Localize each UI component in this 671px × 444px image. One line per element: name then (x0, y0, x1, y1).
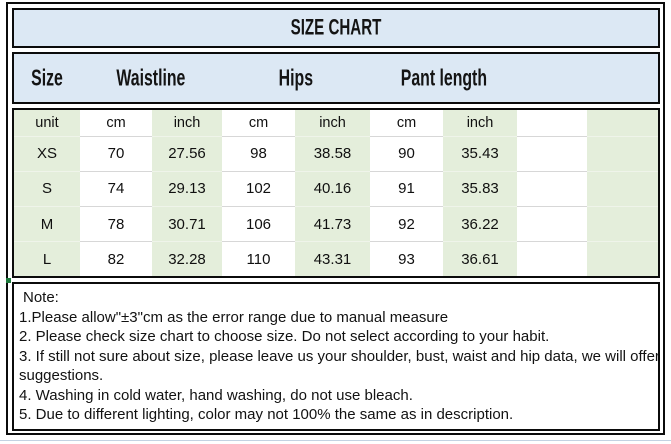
bottom-edge-divider (0, 440, 671, 441)
header-label-waistline: Waistline (116, 64, 186, 91)
waist-inch-cell: 32.28 (152, 241, 222, 276)
empty-cell (587, 170, 658, 207)
length-cm-cell: 92 (370, 205, 443, 242)
hips-cm-cell: 98 (222, 135, 295, 172)
length-inch-cell: 36.22 (443, 205, 517, 242)
measurements-table: unit cm inch cm inch cm inch XS 70 27.56… (14, 110, 658, 276)
note-line: 4. Washing in cold water, hand washing, … (19, 386, 413, 404)
selection-handle-artifact (6, 278, 11, 283)
unit-cell: cm (222, 110, 295, 136)
unit-cell: inch (152, 110, 222, 136)
hips-inch-cell: 40.16 (295, 170, 370, 207)
header-label-size: Size (31, 64, 63, 91)
length-inch-cell: 36.61 (443, 241, 517, 276)
column-group-header-panel: Size Waistline Hips Pant length (12, 52, 660, 104)
empty-cell (587, 135, 658, 172)
unit-cell: cm (370, 110, 443, 136)
header-cell-waistline: Waistline (80, 54, 222, 102)
empty-cell (517, 135, 587, 172)
unit-row: unit cm inch cm inch cm inch (14, 110, 658, 136)
size-chart-title-panel: SIZE CHART (12, 8, 660, 48)
hips-cm-cell: 106 (222, 205, 295, 242)
note-line: 1.Please allow"±3"cm as the error range … (19, 308, 449, 326)
empty-cell (587, 110, 658, 136)
length-inch-cell: 35.83 (443, 170, 517, 207)
unit-cell: inch (443, 110, 517, 136)
note-heading: Note: (23, 289, 59, 306)
empty-cell (587, 241, 658, 276)
header-label-pant-length: Pant length (400, 64, 487, 91)
waist-inch-cell: 29.13 (152, 170, 222, 207)
length-inch-cell: 35.43 (443, 135, 517, 172)
size-row-s: S 74 29.13 102 40.16 91 35.83 (14, 170, 658, 207)
note-line: 3. If still not sure about size, please … (19, 347, 660, 365)
empty-cell (517, 110, 587, 136)
size-row-l: L 82 32.28 110 43.31 93 36.61 (14, 241, 658, 276)
size-row-m: M 78 30.71 106 41.73 92 36.22 (14, 205, 658, 242)
chart-outer-frame (6, 2, 665, 435)
length-cm-cell: 91 (370, 170, 443, 207)
size-label-cell: M (14, 205, 80, 242)
hips-cm-cell: 110 (222, 241, 295, 276)
waist-cm-cell: 70 (80, 135, 152, 172)
note-line: 5. Due to different lighting, color may … (19, 406, 514, 423)
hips-inch-cell: 41.73 (295, 205, 370, 242)
length-cm-cell: 90 (370, 135, 443, 172)
size-chart-title: SIZE CHART (290, 15, 382, 40)
header-cell-empty (517, 54, 658, 102)
empty-cell (517, 205, 587, 242)
length-cm-cell: 93 (370, 241, 443, 276)
waist-cm-cell: 74 (80, 170, 152, 207)
empty-cell (517, 241, 587, 276)
hips-cm-cell: 102 (222, 170, 295, 207)
hips-inch-cell: 43.31 (295, 241, 370, 276)
column-group-header-table: Size Waistline Hips Pant length (14, 54, 658, 102)
waist-cm-cell: 82 (80, 241, 152, 276)
header-cell-pant-length: Pant length (370, 54, 517, 102)
size-row-xs: XS 70 27.56 98 38.58 90 35.43 (14, 135, 658, 172)
header-cell-hips: Hips (222, 54, 370, 102)
empty-cell (587, 205, 658, 242)
waist-cm-cell: 78 (80, 205, 152, 242)
unit-cell: cm (80, 110, 152, 136)
size-label-cell: S (14, 170, 80, 207)
unit-cell: inch (295, 110, 370, 136)
header-cell-size: Size (14, 54, 80, 102)
waist-inch-cell: 30.71 (152, 205, 222, 242)
header-label-hips: Hips (278, 64, 314, 91)
note-line: suggestions. (19, 367, 104, 384)
waist-inch-cell: 27.56 (152, 135, 222, 172)
size-label-cell: XS (14, 135, 80, 172)
note-line: 2. Please check size chart to choose siz… (19, 328, 550, 345)
header-row: Size Waistline Hips Pant length (14, 54, 658, 102)
hips-inch-cell: 38.58 (295, 135, 370, 172)
note-panel: Note: 1.Please allow"±3"cm as the error … (12, 282, 660, 431)
unit-cell: unit (14, 110, 80, 136)
measurements-table-panel: unit cm inch cm inch cm inch XS 70 27.56… (12, 108, 660, 278)
empty-cell (517, 170, 587, 207)
size-label-cell: L (14, 241, 80, 276)
